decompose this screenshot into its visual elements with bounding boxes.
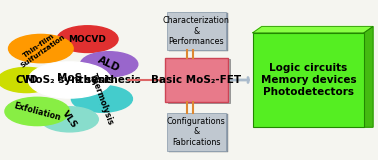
Circle shape xyxy=(0,67,55,93)
Text: VLS: VLS xyxy=(60,109,79,130)
Circle shape xyxy=(5,97,70,126)
Text: CVD: CVD xyxy=(15,75,38,85)
Text: Configurations
&
Fabrications: Configurations & Fabrications xyxy=(167,117,226,147)
Text: ₂ synthesis: ₂ synthesis xyxy=(77,76,141,85)
Circle shape xyxy=(57,26,118,52)
Circle shape xyxy=(9,34,73,63)
Text: MoS₂ synthesis: MoS₂ synthesis xyxy=(25,75,114,85)
FancyBboxPatch shape xyxy=(169,114,228,152)
Circle shape xyxy=(28,62,111,98)
Circle shape xyxy=(71,85,132,112)
Text: Thin-film
Sulfurization: Thin-film Sulfurization xyxy=(15,28,66,69)
FancyBboxPatch shape xyxy=(167,113,226,151)
FancyBboxPatch shape xyxy=(167,59,231,103)
Text: ALD: ALD xyxy=(96,55,122,74)
Circle shape xyxy=(41,107,98,132)
Text: Characterization
&
Performances: Characterization & Performances xyxy=(163,16,229,46)
FancyBboxPatch shape xyxy=(167,12,226,50)
FancyBboxPatch shape xyxy=(165,58,228,102)
Polygon shape xyxy=(253,27,373,33)
Text: Exfoliation: Exfoliation xyxy=(13,101,62,122)
FancyBboxPatch shape xyxy=(169,13,228,51)
FancyBboxPatch shape xyxy=(253,33,364,127)
Text: MOCVD: MOCVD xyxy=(68,35,107,44)
Text: Thermolysis: Thermolysis xyxy=(88,72,116,126)
Circle shape xyxy=(81,52,138,77)
Polygon shape xyxy=(364,27,373,127)
Text: Basic MoS₂-FET: Basic MoS₂-FET xyxy=(151,75,241,85)
Text: Logic circuits
Memory devices
Photodetectors: Logic circuits Memory devices Photodetec… xyxy=(260,63,356,97)
Text: MoS: MoS xyxy=(57,73,82,83)
